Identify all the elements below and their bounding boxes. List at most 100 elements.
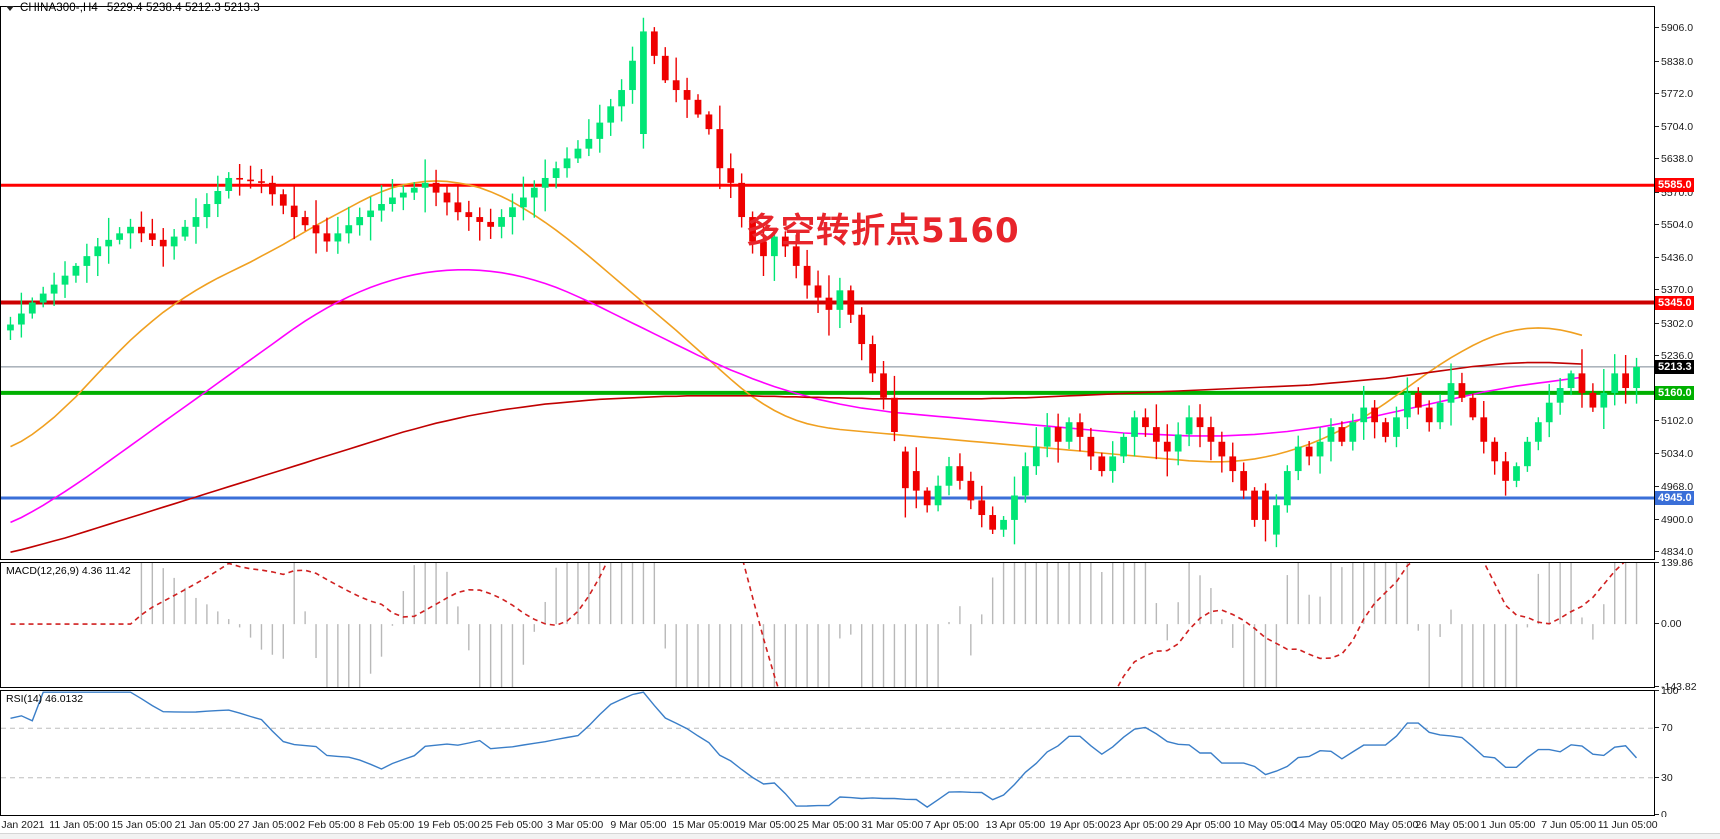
tick-dash — [1655, 92, 1659, 94]
candle-body — [1513, 466, 1520, 481]
candle-body — [1283, 471, 1291, 506]
candle-body — [1567, 373, 1575, 389]
candle-body — [1229, 456, 1237, 472]
candle-body — [1436, 402, 1444, 423]
macd-signal-line — [10, 563, 1625, 687]
time-label-18: 23 Apr 05:00 — [1109, 819, 1170, 831]
time-label-20: 10 May 05:00 — [1233, 819, 1297, 831]
macd-axis-scale[interactable]: 139.86 0.00 -143.82 — [1655, 557, 1720, 693]
price-axis-scale[interactable]: 5906.0 5838.0 5772.0 5704.0 5638.0 5570.0 5504… — [1655, 6, 1720, 560]
pivot-5160-badge[interactable]: 5160.0 — [1655, 385, 1694, 400]
triangle-down-icon[interactable] — [6, 5, 14, 11]
candle-body — [1393, 417, 1400, 437]
symbol-label: CHINA300-,H4 — [20, 2, 98, 14]
tick-label: 5504.0 — [1661, 218, 1694, 231]
candle-body — [487, 221, 495, 227]
tick-dash — [1655, 126, 1659, 128]
candle-body — [1480, 417, 1488, 442]
candle-body — [705, 114, 713, 130]
rsi-axis-scale[interactable]: 100 70 30 0 — [1655, 685, 1720, 821]
time-label-19: 29 Apr 05:00 — [1171, 819, 1231, 831]
candle-body — [443, 192, 451, 203]
candle-body — [607, 106, 615, 123]
candle-body — [279, 194, 287, 206]
tick-label: 0.00 — [1661, 618, 1682, 631]
candle-body — [258, 181, 265, 183]
candle-body — [1262, 490, 1269, 520]
candle-body — [7, 324, 14, 331]
candle-body — [1469, 397, 1477, 418]
candle-body — [1043, 427, 1051, 447]
time-label-23: 26 May 05:00 — [1415, 819, 1480, 831]
candle-body — [1447, 383, 1455, 403]
candle-body — [301, 217, 309, 226]
candle-body — [236, 177, 244, 180]
time-label-1: 11 Jan 05:00 — [49, 819, 110, 831]
candle-body — [1251, 490, 1258, 520]
rsi-panel[interactable]: RSI(14) 46.0132 — [0, 690, 1655, 816]
candle-body — [1185, 417, 1193, 435]
candle-body — [650, 31, 658, 56]
candle-body — [1534, 422, 1542, 442]
candle-body — [1425, 407, 1433, 423]
macd-caption: MACD(12,26,9) 4.36 11.42 — [6, 565, 131, 577]
price-tick-4834-0: 4834.0 — [1655, 546, 1720, 558]
tick-dash — [1655, 257, 1659, 259]
resistance-5585-badge[interactable]: 5585.0 — [1655, 178, 1694, 193]
tick-label: 5704.0 — [1661, 121, 1694, 134]
tick-dash — [1655, 686, 1659, 687]
candle-body — [1360, 407, 1368, 423]
tick-dash — [1655, 776, 1659, 778]
candle-body — [247, 179, 254, 182]
resistance-5345-badge[interactable]: 5345.0 — [1655, 295, 1694, 310]
tick-dash — [1655, 485, 1659, 487]
candle-body — [1633, 367, 1640, 389]
candle-body — [1098, 456, 1106, 472]
macd-panel[interactable]: MACD(12,26,9) 4.36 11.42 — [0, 562, 1655, 688]
candle-body — [563, 158, 571, 169]
price-panel[interactable]: 多空转折点5160 — [0, 6, 1655, 560]
price-plot-area[interactable] — [1, 7, 1654, 559]
candle-body — [978, 500, 986, 516]
tick-label: 5906.0 — [1661, 22, 1694, 35]
macd-plot-area[interactable] — [1, 563, 1654, 687]
time-label-6: 8 Feb 05:00 — [358, 819, 415, 831]
candle-body — [389, 197, 396, 205]
time-label-17: 19 Apr 05:00 — [1049, 819, 1110, 831]
tick-dash — [1655, 158, 1659, 160]
candlestick-series[interactable] — [7, 17, 1640, 548]
candle-body — [290, 205, 298, 218]
candle-body — [367, 210, 374, 218]
candle-body — [596, 122, 604, 139]
candle-body — [760, 241, 767, 257]
tick-dash — [1655, 223, 1659, 225]
candle-body — [170, 236, 178, 247]
tick-dash — [1655, 453, 1659, 455]
tick-label: 4968.0 — [1661, 480, 1694, 493]
tick-dash — [1655, 60, 1659, 62]
candle-body — [192, 217, 200, 227]
candle-body — [1054, 427, 1062, 442]
price-tick-5436-0: 5436.0 — [1655, 252, 1720, 264]
time-label-9: 3 Mar 05:00 — [547, 819, 604, 831]
ma-line-slow — [10, 361, 1583, 553]
ohlc-values: 5229.4 5238.4 5212.3 5213.3 — [106, 2, 260, 14]
last-price-badge[interactable]: 5213.3 — [1655, 359, 1694, 374]
candle-body — [94, 246, 102, 257]
candle-body — [814, 285, 822, 298]
candle-body — [574, 148, 582, 159]
price-tick-5906-0: 5906.0 — [1655, 22, 1720, 34]
candle-body — [203, 204, 211, 218]
rsi-plot-area[interactable] — [1, 691, 1654, 815]
candle-body — [1000, 519, 1007, 530]
rsi-chart-svg — [1, 691, 1654, 808]
price-tick-5302-0: 5302.0 — [1655, 318, 1720, 330]
candle-body — [1032, 446, 1040, 467]
candle-body — [683, 90, 691, 100]
price-tick-5704-0: 5704.0 — [1655, 121, 1720, 133]
candle-body — [39, 293, 47, 303]
candle-body — [323, 233, 331, 242]
support-4945-badge[interactable]: 4945.0 — [1655, 490, 1694, 505]
tick-label: 30 — [1661, 771, 1673, 784]
candle-body — [225, 177, 233, 191]
